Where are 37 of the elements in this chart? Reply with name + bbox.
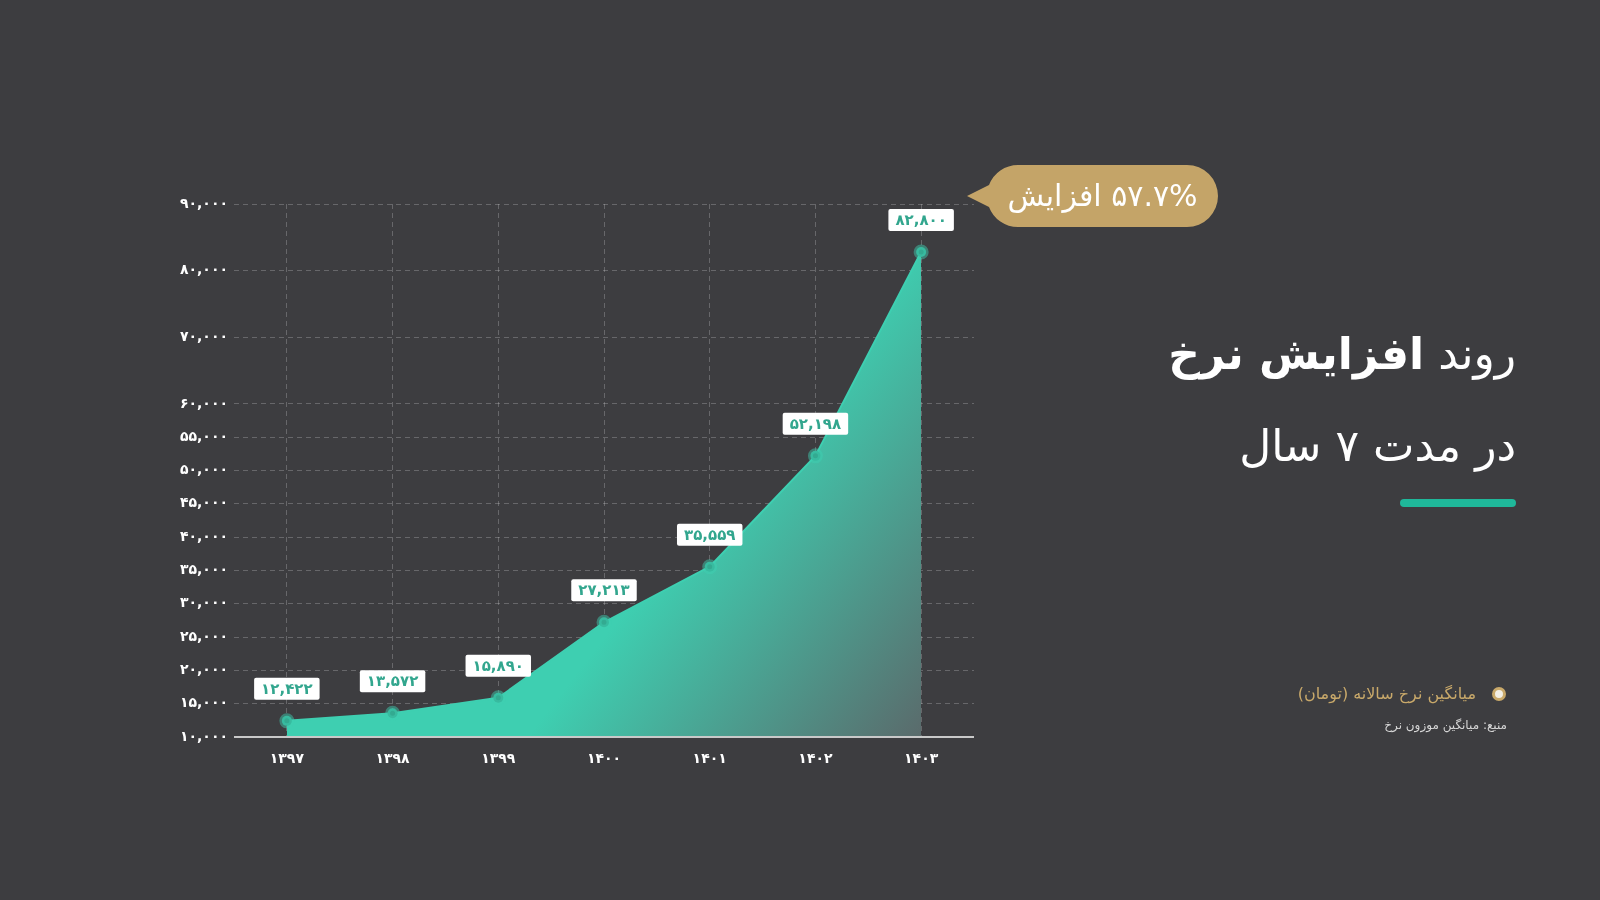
point [807, 448, 823, 464]
x-tick-label: ۱۳۹۹ [481, 750, 516, 767]
y-tick-label: ۲۰,۰۰۰ [179, 661, 228, 678]
y-tick-label: ۴۵,۰۰۰ [179, 494, 228, 511]
x-tick-label: ۱۴۰۱ [692, 750, 727, 767]
y-tick-label: ۳۰,۰۰۰ [179, 594, 228, 611]
data-label: ۱۵,۸۹۰ [472, 656, 525, 675]
text: در مدت ۷ سال [1239, 419, 1516, 474]
data-label: ۸۲,۸۰۰ [895, 210, 947, 229]
data-label: ۲۷,۲۱۳ [578, 581, 630, 600]
y-tick-label: ۱۵,۰۰۰ [179, 694, 228, 711]
y-tick-label: ۶۰,۰۰۰ [179, 394, 228, 411]
x-tick-label: ۱۴۰۲ [798, 750, 833, 767]
data-label: ۱۲,۴۲۲ [261, 679, 313, 698]
y-tick-label: ۲۵,۰۰۰ [179, 627, 228, 644]
point [279, 713, 295, 729]
y-tick-label: ۴۰,۰۰۰ [179, 527, 228, 544]
text: روند افزایش نرخ [1168, 328, 1516, 379]
data-label: ۱۳,۵۷۲ [366, 672, 419, 691]
x-tick-label: ۱۳۹۸ [375, 750, 411, 767]
y-tick-label: ۵۰,۰۰۰ [179, 461, 228, 478]
x-tick-label: ۱۴۰۳ [904, 750, 939, 767]
legend-label: میانگین نرخ سالانه (تومان) [1297, 683, 1476, 706]
x-tick-label: ۱۳۹۷ [269, 750, 305, 767]
y-tick-label: ۹۰,۰۰۰ [179, 194, 228, 211]
x-tick-label: ۱۴۰۰ [586, 750, 622, 767]
y-tick-label: ۷۰,۰۰۰ [179, 327, 228, 344]
text: ۵۷.۷% افزایش [1006, 177, 1199, 215]
y-tick-label: ۱۰,۰۰۰ [179, 727, 228, 744]
y-tick-label: ۳۵,۰۰۰ [179, 561, 228, 578]
y-tick-label: ۸۰,۰۰۰ [179, 261, 228, 278]
data-label: ۳۵,۵۵۹ [683, 525, 736, 544]
y-tick-label: ۵۵,۰۰۰ [179, 427, 228, 444]
point [702, 559, 718, 575]
data-label: ۵۲,۱۹۸ [789, 414, 842, 433]
point [913, 244, 929, 260]
text: منبع: میانگین موزون نرخ [1384, 717, 1507, 734]
